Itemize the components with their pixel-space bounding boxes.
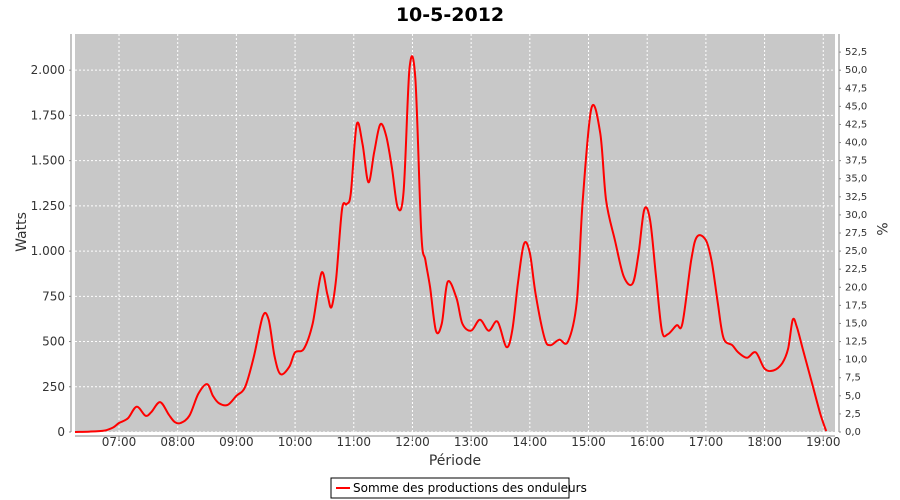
y-tick-label: 1.750 bbox=[31, 108, 65, 122]
y-tick-label: 1.500 bbox=[31, 154, 65, 168]
legend: Somme des productions des onduleurs bbox=[330, 477, 587, 499]
legend-label: Somme des productions des onduleurs bbox=[353, 481, 587, 495]
y2-tick-label: 32,5 bbox=[845, 192, 867, 203]
series-layer bbox=[74, 55, 828, 433]
y2-tick-label: 25,0 bbox=[845, 246, 867, 257]
y-tick-label: 1.250 bbox=[31, 199, 65, 213]
x-tick-label: 11:00 bbox=[336, 435, 371, 449]
x-tick-label: 07:00 bbox=[102, 435, 137, 449]
y2-tick-label: 35,0 bbox=[845, 174, 867, 185]
y2-tick-label: 7,5 bbox=[845, 373, 861, 384]
y2-tick-label: 17,5 bbox=[845, 300, 867, 311]
y2-tick-label: 15,0 bbox=[845, 318, 867, 329]
y2-tick-label: 12,5 bbox=[845, 337, 867, 348]
x-tick-label: 16:00 bbox=[630, 435, 665, 449]
y2-tick-label: 40,0 bbox=[845, 138, 867, 149]
x-tick-label: 15:00 bbox=[571, 435, 606, 449]
y-tick-label: 750 bbox=[42, 289, 65, 303]
y2-tick-label: 20,0 bbox=[845, 282, 867, 293]
x-tick-label: 19:00 bbox=[806, 435, 841, 449]
y2-tick-label: 10,0 bbox=[845, 355, 867, 366]
x-tick-label: 13:00 bbox=[454, 435, 489, 449]
y2-tick-label: 42,5 bbox=[845, 119, 867, 130]
y-axis-title: Watts bbox=[14, 212, 30, 252]
y2-tick-label: 22,5 bbox=[845, 264, 867, 275]
y2-tick-label: 52,5 bbox=[845, 47, 867, 58]
x-tick-label: 17:00 bbox=[689, 435, 724, 449]
x-tick-label: 08:00 bbox=[160, 435, 195, 449]
plot-area bbox=[75, 34, 835, 432]
y2-tick-label: 37,5 bbox=[845, 156, 867, 167]
y-tick-label: 2.000 bbox=[31, 63, 65, 77]
y2-tick-label: 45,0 bbox=[845, 101, 867, 112]
legend-box bbox=[330, 477, 570, 499]
y2-tick-label: 47,5 bbox=[845, 83, 867, 94]
x-tick-label: 10:00 bbox=[278, 435, 313, 449]
y-tick-label: 250 bbox=[42, 380, 65, 394]
y-tick-label: 0 bbox=[57, 425, 65, 439]
y2-tick-label: 50,0 bbox=[845, 65, 867, 76]
y-tick-label: 500 bbox=[42, 335, 65, 349]
y2-tick-label: 0,0 bbox=[845, 427, 861, 438]
y2-tick-label: 30,0 bbox=[845, 210, 867, 221]
x-axis-title: Période bbox=[429, 453, 481, 469]
series-line bbox=[74, 55, 828, 433]
y2-tick-label: 5,0 bbox=[845, 391, 861, 402]
x-tick-label: 12:00 bbox=[395, 435, 430, 449]
axes: 0 250 500 750 1.000 1.250 1.500 1.750 2.000 07:00… bbox=[31, 34, 867, 449]
y-tick-label: 1.000 bbox=[31, 244, 65, 258]
x-tick-label: 18:00 bbox=[747, 435, 782, 449]
y2-tick-label: 2,5 bbox=[845, 409, 861, 420]
x-tick-label: 09:00 bbox=[219, 435, 254, 449]
chart-title: 10-5-2012 bbox=[396, 4, 504, 26]
y2-axis-title: % bbox=[873, 222, 889, 235]
x-tick-label: 14:00 bbox=[513, 435, 548, 449]
y2-tick-label: 27,5 bbox=[845, 228, 867, 239]
